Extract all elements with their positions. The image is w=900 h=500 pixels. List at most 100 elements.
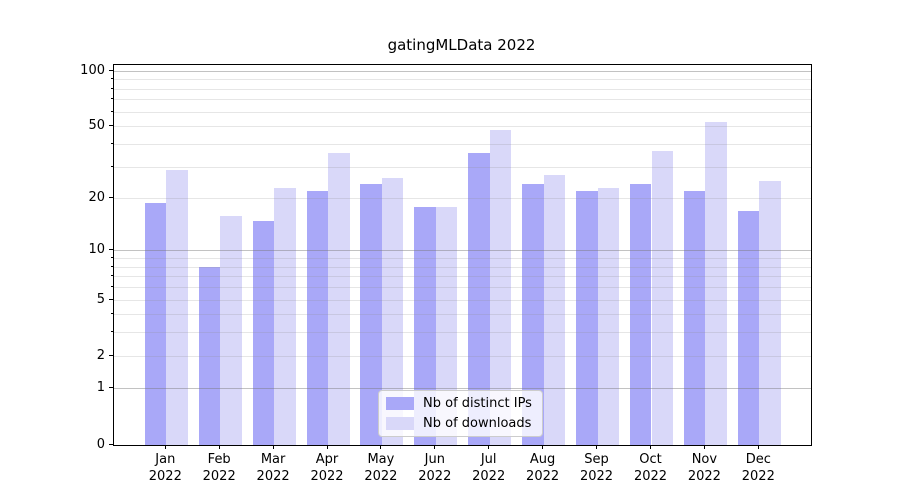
x-tick-aug xyxy=(542,445,544,449)
legend-label-downloads: Nb of downloads xyxy=(423,416,532,431)
x-axis-tick-label-jul: Jul 2022 xyxy=(472,452,506,484)
y-minor-tick-50 xyxy=(111,125,113,127)
y-axis-tick-label-20: 20 xyxy=(88,190,105,205)
y-axis-tick-label-100: 100 xyxy=(80,62,105,78)
bar-distinct-ips-mar xyxy=(252,220,275,445)
legend-swatch-downloads xyxy=(386,417,414,430)
y-minor-tick-6 xyxy=(111,286,113,287)
gridline-minor-6 xyxy=(114,287,811,288)
bar-downloads-oct xyxy=(651,150,674,445)
gridline-major-10 xyxy=(114,250,811,252)
chart-title: gatingMLData 2022 xyxy=(387,36,536,54)
gridline-minor-70 xyxy=(114,99,811,101)
bar-downloads-apr xyxy=(328,152,350,445)
legend-item-distinct-ips: Nb of distinct IPs xyxy=(386,396,532,411)
x-axis-tick-label-apr: Apr 2022 xyxy=(310,452,344,484)
y-tick-1 xyxy=(109,387,113,389)
x-tick-nov xyxy=(703,445,705,449)
x-tick-mar xyxy=(272,445,274,449)
gridline-minor-8 xyxy=(114,266,811,268)
y-minor-tick-8 xyxy=(111,265,113,267)
y-minor-tick-3 xyxy=(111,331,113,333)
y-axis-tick-label-2: 2 xyxy=(96,347,105,363)
gridline-minor-20 xyxy=(114,198,811,199)
y-axis-tick-label-10: 10 xyxy=(88,242,105,258)
bar-distinct-ips-feb xyxy=(198,267,221,445)
bar-downloads-jun xyxy=(435,206,458,445)
bar-distinct-ips-nov xyxy=(683,191,706,445)
bar-distinct-ips-jun xyxy=(414,206,436,445)
y-minor-tick-4 xyxy=(111,313,113,315)
y-minor-tick-7 xyxy=(111,275,113,277)
gridline-minor-80 xyxy=(114,88,811,90)
x-axis-tick-label-sep: Sep 2022 xyxy=(579,452,614,484)
gridline-minor-40 xyxy=(114,143,811,145)
bar-distinct-ips-jul xyxy=(468,152,490,445)
gridline-minor-60 xyxy=(114,111,811,113)
bar-downloads-mar xyxy=(274,187,296,445)
y-axis-tick-label-0: 0 xyxy=(96,436,105,452)
y-minor-tick-90 xyxy=(111,78,113,80)
legend-label-distinct-ips: Nb of distinct IPs xyxy=(423,396,532,411)
legend-swatch-distinct-ips xyxy=(386,397,414,410)
bar-downloads-aug xyxy=(543,175,566,445)
y-axis-tick-label-5: 5 xyxy=(96,291,105,307)
y-minor-tick-80 xyxy=(111,87,113,89)
x-tick-apr xyxy=(326,445,328,449)
x-axis-tick-label-nov: Nov 2022 xyxy=(687,452,721,484)
gridline-minor-7 xyxy=(114,276,811,278)
y-tick-100 xyxy=(109,69,113,71)
x-tick-jun xyxy=(434,445,436,449)
plot-area xyxy=(113,64,812,446)
gridline-major-100 xyxy=(114,70,811,72)
bar-distinct-ips-jan xyxy=(144,202,167,445)
x-axis-tick-label-oct: Oct 2022 xyxy=(633,452,668,484)
x-tick-jul xyxy=(488,445,490,449)
y-minor-tick-2 xyxy=(111,354,113,356)
x-tick-oct xyxy=(650,445,651,449)
gridline-minor-4 xyxy=(114,314,811,316)
bar-distinct-ips-may xyxy=(360,184,382,445)
x-tick-sep xyxy=(596,445,597,449)
y-minor-tick-40 xyxy=(111,142,113,144)
y-minor-tick-70 xyxy=(111,98,113,100)
bar-downloads-may xyxy=(381,178,404,445)
bar-downloads-jul xyxy=(489,129,512,445)
bar-distinct-ips-dec xyxy=(737,211,760,445)
y-minor-tick-60 xyxy=(111,110,113,112)
gridline-minor-5 xyxy=(114,299,811,301)
legend: Nb of distinct IPs Nb of downloads xyxy=(378,390,543,437)
y-axis-tick-label-50: 50 xyxy=(88,118,105,134)
gridline-minor-30 xyxy=(114,166,811,168)
gridline-minor-90 xyxy=(114,79,811,81)
x-tick-dec xyxy=(757,445,759,449)
y-axis-tick-label-1: 1 xyxy=(96,380,105,396)
x-axis-tick-label-feb: Feb 2022 xyxy=(202,452,236,484)
x-axis-tick-label-mar: Mar 2022 xyxy=(256,452,290,484)
y-tick-10 xyxy=(109,249,113,251)
x-axis-tick-label-aug: Aug 2022 xyxy=(526,452,560,484)
x-tick-jan xyxy=(164,445,166,449)
y-minor-tick-30 xyxy=(111,165,113,167)
x-tick-may xyxy=(380,445,382,449)
x-axis-tick-label-dec: Dec 2022 xyxy=(741,452,775,484)
x-axis-tick-label-jun: Jun 2022 xyxy=(418,452,452,484)
bar-downloads-dec xyxy=(759,181,781,445)
legend-item-downloads: Nb of downloads xyxy=(386,416,532,431)
bar-downloads-sep xyxy=(597,187,620,445)
bar-distinct-ips-sep xyxy=(576,191,598,445)
bar-downloads-jan xyxy=(166,169,188,445)
x-axis-tick-label-may: May 2022 xyxy=(364,452,398,484)
bar-downloads-nov xyxy=(705,122,727,445)
gridline-minor-2 xyxy=(114,355,811,357)
x-tick-feb xyxy=(218,445,220,449)
bar-downloads-feb xyxy=(220,215,242,445)
y-minor-tick-20 xyxy=(111,197,113,198)
bar-distinct-ips-aug xyxy=(522,184,544,445)
gridline-minor-3 xyxy=(114,332,811,334)
gridline-minor-50 xyxy=(114,126,811,128)
bar-distinct-ips-oct xyxy=(629,184,652,445)
y-minor-tick-9 xyxy=(111,257,113,259)
y-minor-tick-5 xyxy=(111,298,113,300)
